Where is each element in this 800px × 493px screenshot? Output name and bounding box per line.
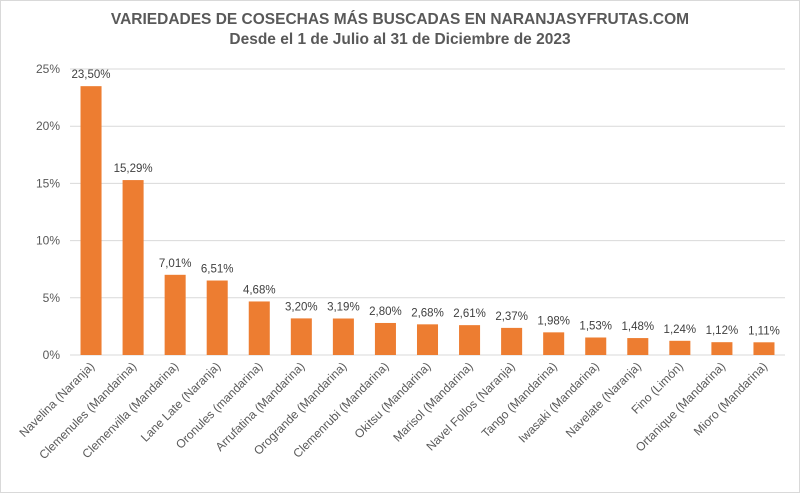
data-label: 1,11% <box>748 325 780 337</box>
y-tick-label: 15% <box>36 176 60 190</box>
bar <box>290 318 312 355</box>
data-label: 2,68% <box>411 307 444 319</box>
bar <box>332 318 354 355</box>
x-tick-label: Mioro (Mandarina) <box>691 359 770 438</box>
chart-title-block: VARIEDADES DE COSECHAS MÁS BUSCADAS EN N… <box>0 10 800 50</box>
bar <box>248 301 270 355</box>
bar <box>122 180 144 355</box>
bar <box>753 342 775 355</box>
data-label: 15,29% <box>114 163 153 175</box>
y-tick-label: 0% <box>43 348 61 362</box>
chart-title: VARIEDADES DE COSECHAS MÁS BUSCADAS EN N… <box>110 11 690 28</box>
data-label: 2,37% <box>495 311 528 323</box>
bar <box>585 337 607 355</box>
data-label: 1,53% <box>579 320 612 332</box>
bar <box>374 322 396 355</box>
y-tick-label: 5% <box>43 291 61 305</box>
bar <box>459 325 481 355</box>
bar <box>711 342 733 355</box>
gridlines <box>70 68 785 356</box>
y-tick-label: 20% <box>36 119 60 133</box>
data-label: 1,24% <box>664 324 697 336</box>
y-tick-label: 10% <box>36 234 60 248</box>
bar <box>80 86 102 355</box>
data-labels: 23,50% 15,29% 7,01% 6,51% 4,68% 3,20% 3,19% 2,8… <box>72 69 780 337</box>
bar <box>627 338 649 355</box>
data-label: 2,61% <box>453 308 486 320</box>
x-axis-ticks: Navelina (Naranja)Clemenules (Mandarina)… <box>17 359 771 462</box>
x-tick-label: Iwasaki (Mandarina) <box>516 359 602 445</box>
x-tick-label: Tango (Mandarina) <box>479 359 560 440</box>
y-tick-label: 25% <box>36 62 60 76</box>
bar <box>416 324 439 355</box>
x-tick-label: Marisol (Mandarina) <box>390 359 475 444</box>
data-label: 2,80% <box>369 306 402 318</box>
x-tick-label: Lane Late (Naranja) <box>138 359 223 444</box>
data-label: 7,01% <box>159 258 192 270</box>
data-label: 3,20% <box>285 301 318 313</box>
data-label: 4,68% <box>243 284 276 296</box>
bar <box>543 332 565 355</box>
data-label: 6,51% <box>201 264 234 276</box>
data-label: 3,19% <box>327 302 360 314</box>
x-tick-label: Navelate (Naranja) <box>563 359 644 440</box>
data-label: 23,50% <box>72 69 111 81</box>
bar <box>164 274 186 355</box>
x-tick-label: Navelina (Naranja) <box>17 359 98 440</box>
data-label: 1,48% <box>621 321 654 333</box>
bar <box>669 340 691 355</box>
data-label: 1,98% <box>537 315 570 327</box>
data-label: 1,12% <box>706 325 739 337</box>
bars <box>80 86 775 355</box>
bar <box>206 280 228 355</box>
bar <box>501 327 523 355</box>
chart-subtitle: Desde el 1 de Julio al 31 de Diciembre d… <box>229 31 571 48</box>
x-tick-label: Okitsu (Mandarina) <box>352 359 434 441</box>
y-axis-ticks: 0% 5% 10% 15% 20% 25% <box>36 62 60 362</box>
